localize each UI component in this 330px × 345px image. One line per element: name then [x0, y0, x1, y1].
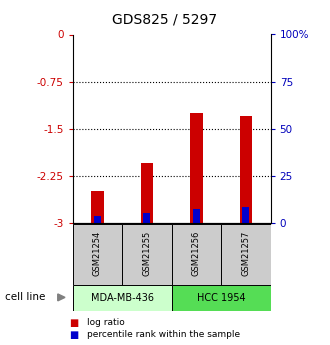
- Bar: [122, 224, 172, 285]
- Bar: [94, 216, 101, 223]
- Bar: [73, 224, 122, 285]
- Polygon shape: [58, 294, 65, 301]
- Bar: [243, 207, 249, 223]
- Text: GSM21257: GSM21257: [241, 230, 250, 276]
- Bar: [193, 209, 200, 223]
- Text: GSM21254: GSM21254: [93, 230, 102, 276]
- Text: ■: ■: [69, 318, 79, 327]
- Text: MDA-MB-436: MDA-MB-436: [91, 293, 153, 303]
- Text: GDS825 / 5297: GDS825 / 5297: [113, 12, 217, 26]
- Bar: [172, 285, 271, 310]
- Bar: [144, 213, 150, 223]
- Text: GSM21256: GSM21256: [192, 230, 201, 276]
- Text: GSM21255: GSM21255: [142, 230, 151, 276]
- Text: HCC 1954: HCC 1954: [197, 293, 246, 303]
- Bar: [190, 113, 203, 223]
- Bar: [240, 116, 252, 223]
- Bar: [73, 285, 172, 310]
- Bar: [141, 163, 153, 223]
- Bar: [91, 191, 104, 223]
- Text: log ratio: log ratio: [87, 318, 125, 327]
- Text: cell line: cell line: [5, 293, 45, 302]
- Bar: [221, 224, 271, 285]
- Text: percentile rank within the sample: percentile rank within the sample: [87, 330, 241, 339]
- Bar: [172, 224, 221, 285]
- Text: ■: ■: [69, 330, 79, 339]
